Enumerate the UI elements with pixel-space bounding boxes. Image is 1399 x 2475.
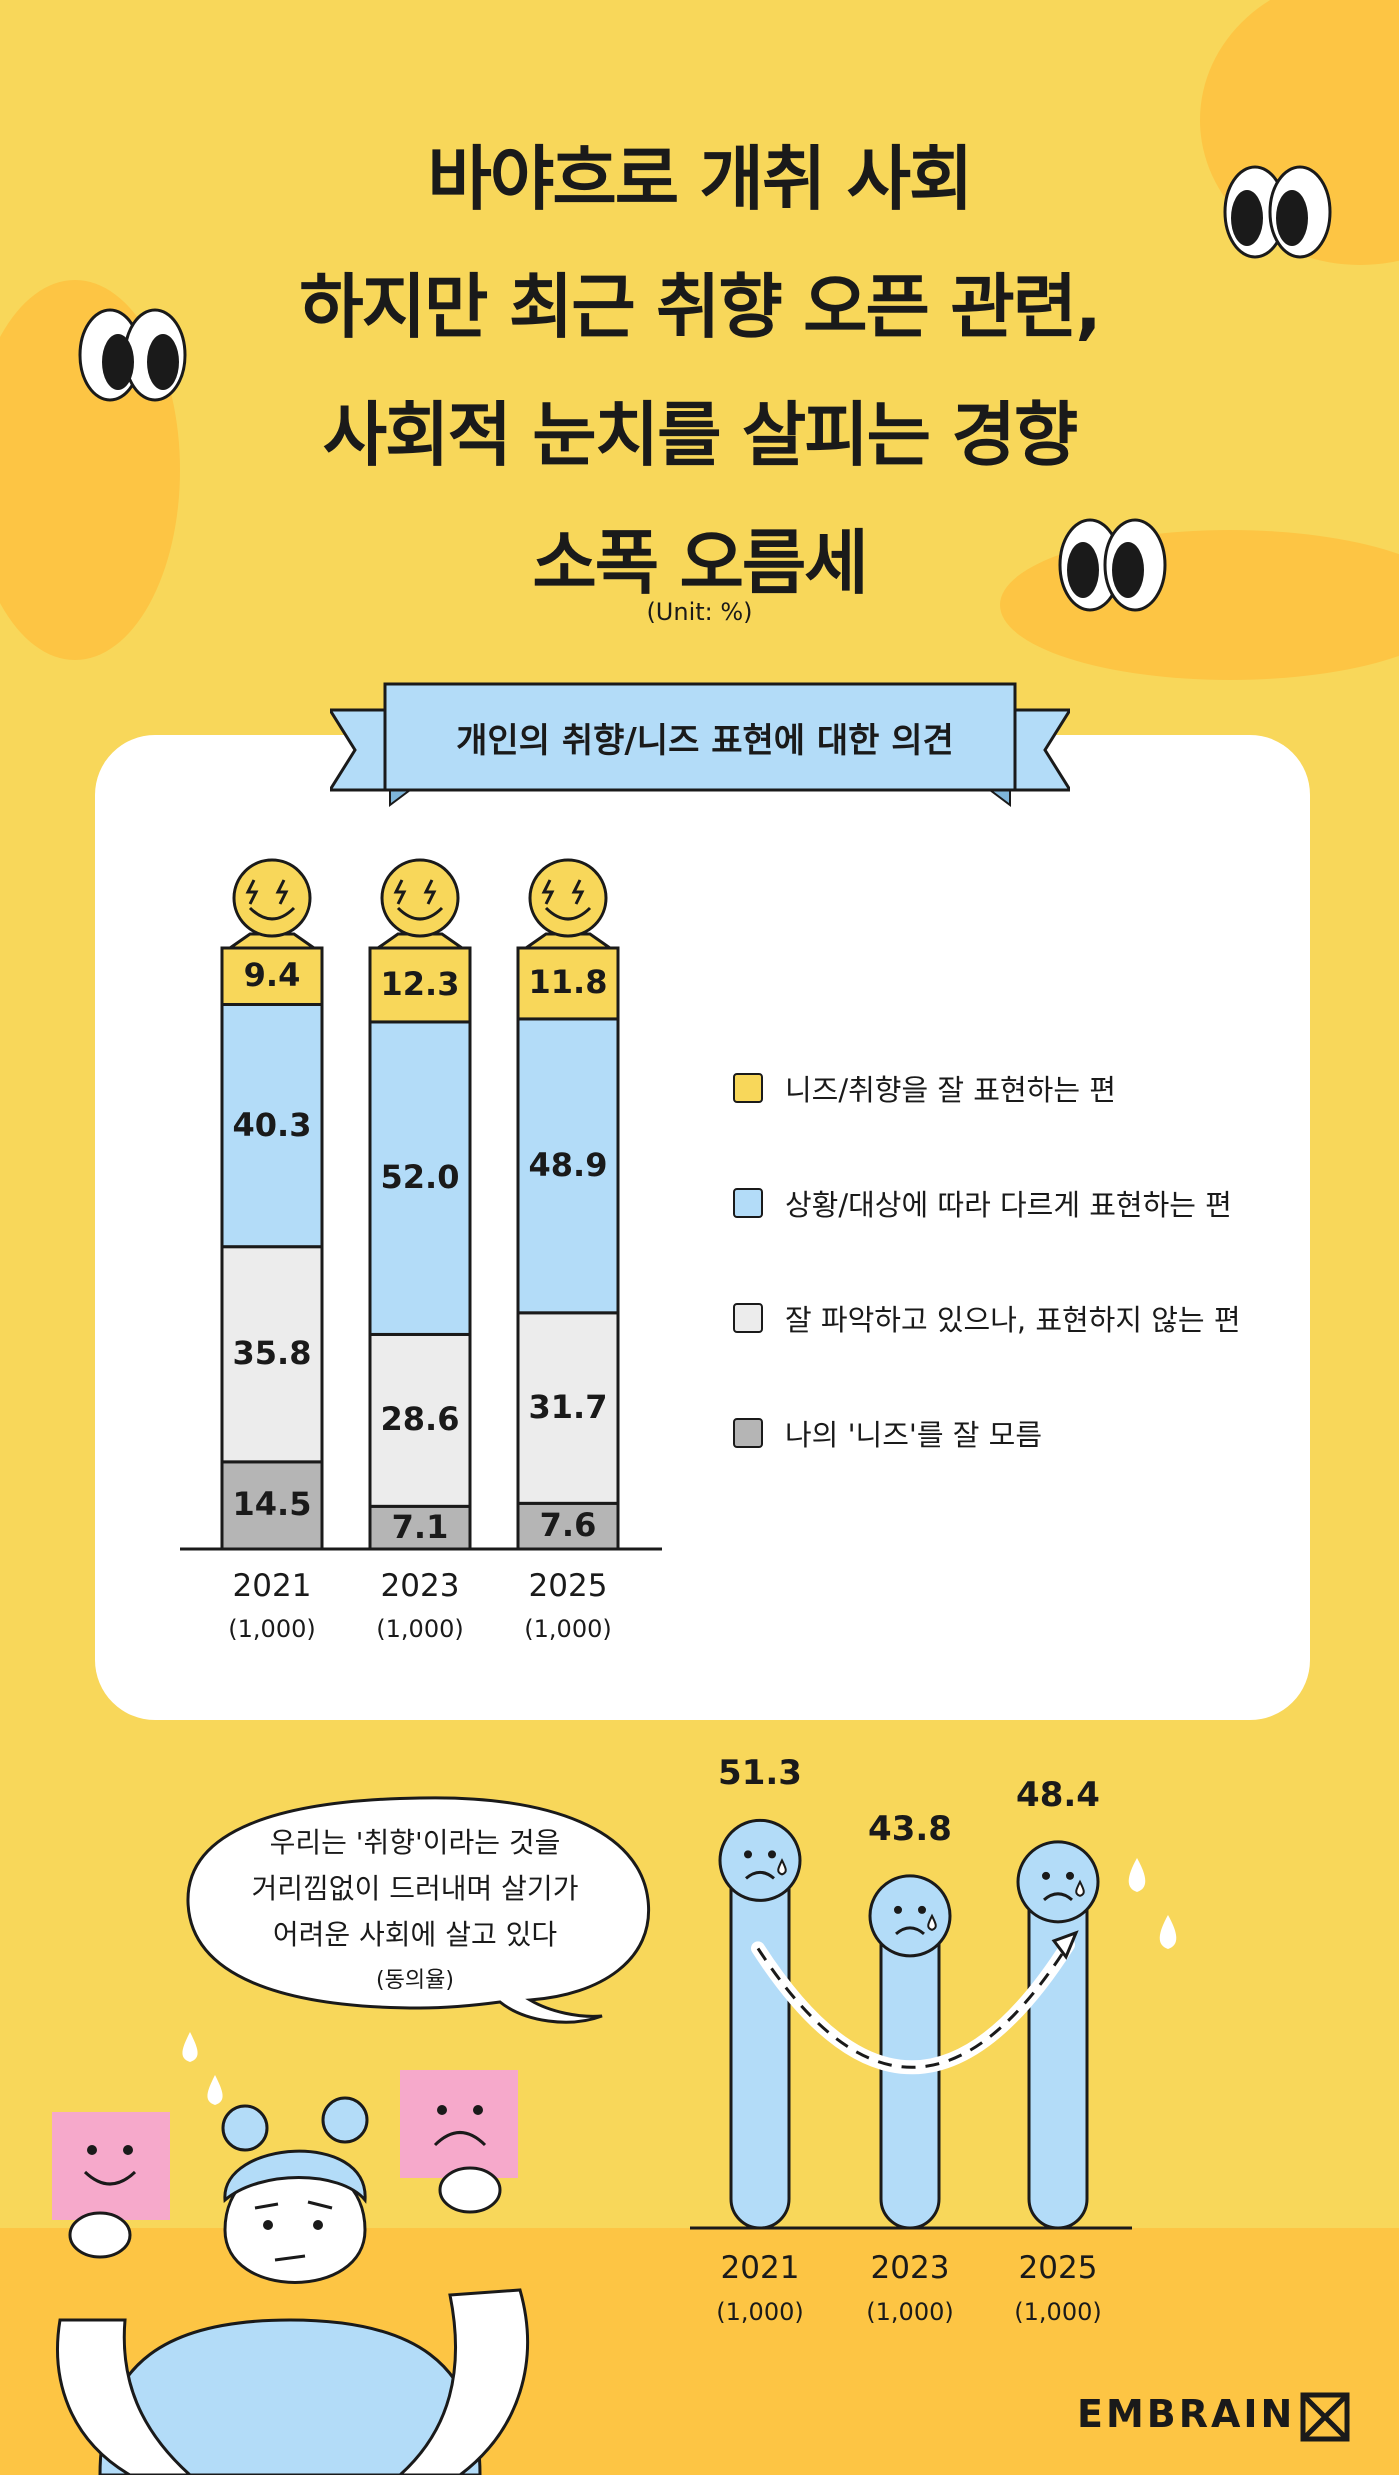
stacked-bar-chart bbox=[180, 858, 662, 1551]
bar-cap bbox=[373, 932, 467, 950]
smile-mouth bbox=[396, 906, 444, 921]
sample-size-label: (1,000) bbox=[866, 2298, 954, 2326]
frown-card-icon bbox=[400, 2070, 518, 2178]
googly-eyes-top-right bbox=[1223, 165, 1332, 259]
bar-segment bbox=[368, 946, 472, 1024]
sad-face-icon bbox=[868, 1874, 952, 1958]
segment-value-label: 28.6 bbox=[380, 1400, 460, 1439]
smiley-face-icon bbox=[232, 858, 312, 938]
legend-item-not-express: 잘 파악하고 있으나, 표현하지 않는 편 bbox=[733, 1298, 1241, 1338]
sad-face-icon bbox=[1016, 1840, 1100, 1924]
arrow-head-icon bbox=[1051, 1930, 1079, 1960]
sweat-drop-icon bbox=[1159, 1915, 1177, 1949]
googly-eyes-mid-right bbox=[1058, 518, 1167, 612]
legend-label: 나의 '니즈'를 잘 모름 bbox=[785, 1418, 1043, 1452]
lightning-eyes-icon bbox=[245, 879, 289, 905]
sad-face-icon bbox=[718, 1818, 802, 1902]
bubble-text: 우리는 '취향'이라는 것을 거리낌없이 드러내며 살기가 어려운 사회에 살고… bbox=[200, 1820, 630, 2004]
bar-segment bbox=[368, 1332, 472, 1508]
smiley-face-icon bbox=[380, 858, 460, 938]
bar-cap bbox=[521, 932, 615, 950]
title-line-3: 사회적 눈치를 살피는 경향 bbox=[322, 394, 1079, 476]
sample-size-label: (1,000) bbox=[1014, 2298, 1102, 2326]
category-label: 2023 bbox=[870, 2250, 950, 2286]
smile-mouth bbox=[544, 906, 592, 921]
brand-logo: EMBRAIN bbox=[1077, 2392, 1295, 2436]
segment-value-label: 9.4 bbox=[243, 956, 301, 995]
legend-label: 잘 파악하고 있으나, 표현하지 않는 편 bbox=[785, 1303, 1241, 1337]
category-label: 2025 bbox=[528, 1568, 608, 1604]
bubble-note: (동의율) bbox=[376, 1968, 454, 1993]
legend-swatch bbox=[733, 1188, 763, 1218]
chart-title: 개인의 취향/니즈 표현에 대한 의견 bbox=[456, 721, 954, 761]
smile-card-icon bbox=[52, 2112, 170, 2220]
bar-segment bbox=[516, 1501, 620, 1551]
legend-swatch bbox=[733, 1303, 763, 1333]
tear-icon bbox=[927, 1913, 937, 1931]
segment-value-label: 14.5 bbox=[232, 1485, 312, 1524]
bubble-line-3: 어려운 사회에 살고 있다 bbox=[272, 1918, 558, 1951]
smiley-face-icon bbox=[528, 858, 608, 938]
sample-size-label: (1,000) bbox=[524, 1615, 612, 1643]
trend-arrow bbox=[756, 1944, 1070, 2069]
legend-label: 니즈/취향을 잘 표현하는 편 bbox=[785, 1073, 1116, 1107]
title-line-1: 바야흐로 개취 사회 bbox=[427, 138, 974, 220]
ribbon-banner bbox=[330, 682, 1070, 807]
bar-segment bbox=[516, 1017, 620, 1315]
sample-size-label: (1,000) bbox=[228, 1615, 316, 1643]
bar-segment bbox=[516, 946, 620, 1021]
segment-value-label: 35.8 bbox=[232, 1334, 312, 1373]
segment-value-label: 31.7 bbox=[528, 1388, 608, 1427]
agreement-bar bbox=[1027, 1868, 1089, 2230]
legend-label: 상황/대상에 따라 다르게 표현하는 편 bbox=[785, 1188, 1232, 1222]
segment-value-label: 11.8 bbox=[528, 963, 608, 1002]
bar-segment bbox=[220, 1002, 324, 1249]
bubble-line-2: 거리낌없이 드러내며 살기가 bbox=[251, 1872, 579, 1905]
segment-value-label: 52.0 bbox=[380, 1158, 460, 1197]
speech-bubble bbox=[186, 1796, 651, 2024]
unit-label: (Unit: %) bbox=[646, 598, 753, 626]
category-label: 2021 bbox=[232, 1568, 312, 1604]
agreement-value-label: 43.8 bbox=[868, 1808, 952, 1849]
bar-cap bbox=[225, 932, 319, 950]
bubble-line-1: 우리는 '취향'이라는 것을 bbox=[269, 1826, 561, 1859]
category-label: 2025 bbox=[1018, 2250, 1098, 2286]
legend-item-dont-know: 나의 '니즈'를 잘 모름 bbox=[733, 1413, 1042, 1453]
agreement-value-label: 51.3 bbox=[718, 1753, 802, 1794]
segment-value-label: 48.9 bbox=[528, 1145, 608, 1184]
girl-illustration bbox=[52, 2032, 529, 2475]
logo-mark-icon bbox=[1300, 2392, 1350, 2442]
agreement-value-label: 48.4 bbox=[1016, 1774, 1100, 1815]
tear-icon bbox=[1075, 1879, 1085, 1897]
category-label: 2021 bbox=[720, 2250, 800, 2286]
agreement-bar bbox=[729, 1846, 791, 2230]
title-line-2: 하지만 최근 취향 오픈 관련, bbox=[299, 266, 1101, 348]
segment-value-label: 7.6 bbox=[539, 1506, 597, 1545]
segment-value-label: 7.1 bbox=[391, 1507, 449, 1546]
sweat-drop-icon bbox=[1128, 1858, 1146, 1892]
title-line-4: 소폭 오름세 bbox=[532, 522, 868, 604]
logo-text: EMBRAIN bbox=[1077, 2392, 1296, 2436]
smile-mouth bbox=[248, 906, 296, 921]
tear-icon bbox=[777, 1858, 787, 1876]
segment-value-label: 40.3 bbox=[232, 1105, 312, 1144]
bar-segment bbox=[220, 1460, 324, 1551]
page-title: 바야흐로 개취 사회 하지만 최근 취향 오픈 관련, 사회적 눈치를 살피는 … bbox=[0, 115, 1399, 627]
googly-eyes-left bbox=[78, 308, 187, 402]
sample-size-label: (1,000) bbox=[716, 2298, 804, 2326]
sample-size-label: (1,000) bbox=[376, 1615, 464, 1643]
bar-segment bbox=[220, 946, 324, 1006]
legend-item-depends: 상황/대상에 따라 다르게 표현하는 편 bbox=[733, 1183, 1232, 1223]
lightning-eyes-icon bbox=[541, 879, 585, 905]
bar-segment bbox=[220, 1245, 324, 1464]
legend-swatch bbox=[733, 1073, 763, 1103]
legend-item-express-well: 니즈/취향을 잘 표현하는 편 bbox=[733, 1068, 1116, 1108]
legend-swatch bbox=[733, 1418, 763, 1448]
segment-value-label: 12.3 bbox=[380, 964, 460, 1003]
category-label: 2023 bbox=[380, 1568, 460, 1604]
lightning-eyes-icon bbox=[393, 879, 437, 905]
